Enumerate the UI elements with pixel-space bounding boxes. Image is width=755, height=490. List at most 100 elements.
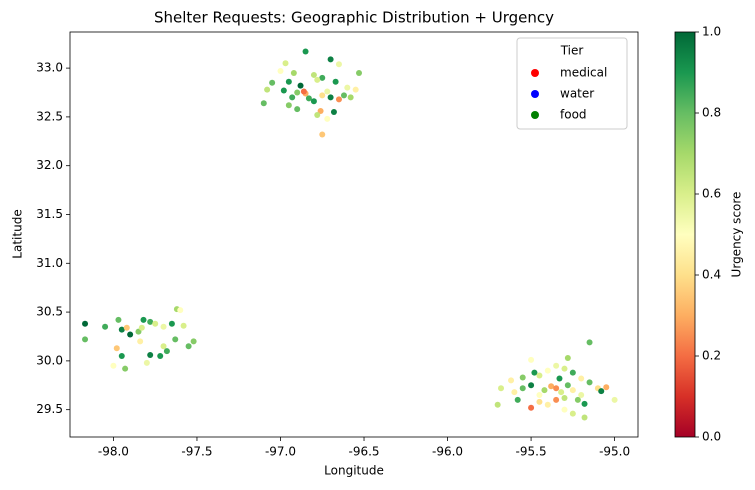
scatter-point	[528, 356, 535, 363]
scatter-point	[135, 328, 142, 335]
legend-title: Tier	[560, 44, 584, 58]
scatter-point	[581, 414, 588, 421]
scatter-point	[536, 398, 543, 405]
scatter-point	[264, 86, 271, 93]
scatter-point	[305, 95, 312, 102]
scatter-point	[319, 131, 326, 138]
scatter-point	[564, 382, 571, 389]
scatter-point	[115, 316, 122, 323]
scatter-point	[561, 365, 568, 372]
scatter-point	[544, 401, 551, 408]
colorbar-tick-label: 0.0	[702, 430, 721, 444]
x-tick-label: -96.5	[348, 445, 379, 459]
y-tick-label: 32.0	[36, 158, 63, 172]
legend-marker	[531, 69, 539, 77]
scatter-point	[340, 92, 347, 99]
colorbar-label: Urgency score	[730, 192, 744, 278]
y-tick-label: 31.5	[36, 207, 63, 221]
colorbar	[674, 31, 696, 438]
scatter-point	[127, 331, 134, 338]
scatter-point	[569, 369, 576, 376]
scatter-point	[302, 48, 309, 55]
scatter-point	[514, 396, 521, 403]
legend-box	[516, 37, 628, 130]
scatter-point	[536, 372, 543, 379]
y-axis-label: Latitude	[11, 209, 25, 258]
y-tick-label: 33.0	[36, 61, 63, 75]
scatter-point	[356, 69, 363, 76]
scatter-point	[147, 318, 154, 325]
scatter-point	[82, 320, 89, 327]
scatter-point	[586, 339, 593, 346]
scatter-point	[319, 74, 326, 81]
scatter-point	[544, 367, 551, 374]
scatter-point	[330, 109, 337, 116]
scatter-point	[143, 359, 150, 366]
scatter-point	[110, 362, 117, 369]
scatter-point	[177, 307, 184, 314]
scatter-point	[603, 384, 610, 391]
scatter-point	[324, 115, 331, 122]
colorbar-tick-label: 0.4	[702, 268, 721, 282]
scatter-point	[327, 56, 334, 63]
scatter-point	[118, 326, 125, 333]
scatter-point	[317, 108, 324, 115]
scatter-point	[190, 338, 197, 345]
x-tick-label: -95.0	[599, 445, 630, 459]
y-tick-label: 30.5	[36, 305, 63, 319]
legend-marker	[531, 111, 539, 119]
scatter-point	[260, 100, 267, 107]
scatter-point	[294, 89, 301, 96]
scatter-point	[163, 348, 170, 355]
scatter-point	[561, 406, 568, 413]
scatter-point	[269, 79, 276, 86]
scatter-point	[541, 387, 548, 394]
scatter-point	[553, 396, 560, 403]
chart-title: Shelter Requests: Geographic Distributio…	[154, 9, 554, 27]
scatter-point	[578, 392, 585, 399]
x-axis-label: Longitude	[324, 464, 384, 478]
scatter-point	[310, 71, 317, 78]
scatter-point	[508, 377, 515, 384]
scatter-point	[344, 84, 351, 91]
scatter-point	[285, 102, 292, 109]
scatter-point	[82, 336, 89, 343]
scatter-point	[185, 343, 192, 350]
scatter-point	[335, 96, 342, 103]
scatter-point	[511, 389, 518, 396]
x-tick-label: -97.0	[265, 445, 296, 459]
scatter-point	[297, 82, 304, 89]
scatter-point	[561, 394, 568, 401]
scatter-point	[569, 410, 576, 417]
scatter-point	[280, 87, 287, 94]
scatter-point	[123, 324, 130, 331]
scatter-point	[285, 78, 292, 85]
scatter-point	[147, 352, 154, 359]
x-tick-label: -97.5	[181, 445, 212, 459]
legend-marker	[531, 90, 539, 98]
scatter-point	[548, 383, 555, 390]
scatter-point	[180, 322, 187, 329]
scatter-point	[327, 94, 334, 101]
scatter-point	[335, 61, 342, 68]
scatter-point	[578, 375, 585, 382]
colorbar-tick-label: 0.2	[702, 349, 721, 363]
scatter-point	[531, 369, 538, 376]
scatter-point	[528, 404, 535, 411]
scatter-point	[536, 392, 543, 399]
scatter-point	[157, 353, 164, 359]
colorbar-tick-label: 1.0	[702, 25, 721, 39]
scatter-point	[118, 353, 125, 359]
x-tick-label: -95.5	[516, 445, 547, 459]
scatter-point	[160, 343, 167, 350]
scatter-point	[324, 88, 331, 95]
x-tick-label: -96.0	[432, 445, 463, 459]
scatter-point	[314, 76, 321, 83]
scatter-point	[140, 316, 147, 323]
x-tick-label: -98.0	[98, 445, 129, 459]
scatter-point	[332, 78, 339, 85]
scatter-point	[290, 69, 297, 76]
scatter-point	[598, 388, 605, 395]
scatter-point	[498, 385, 505, 392]
